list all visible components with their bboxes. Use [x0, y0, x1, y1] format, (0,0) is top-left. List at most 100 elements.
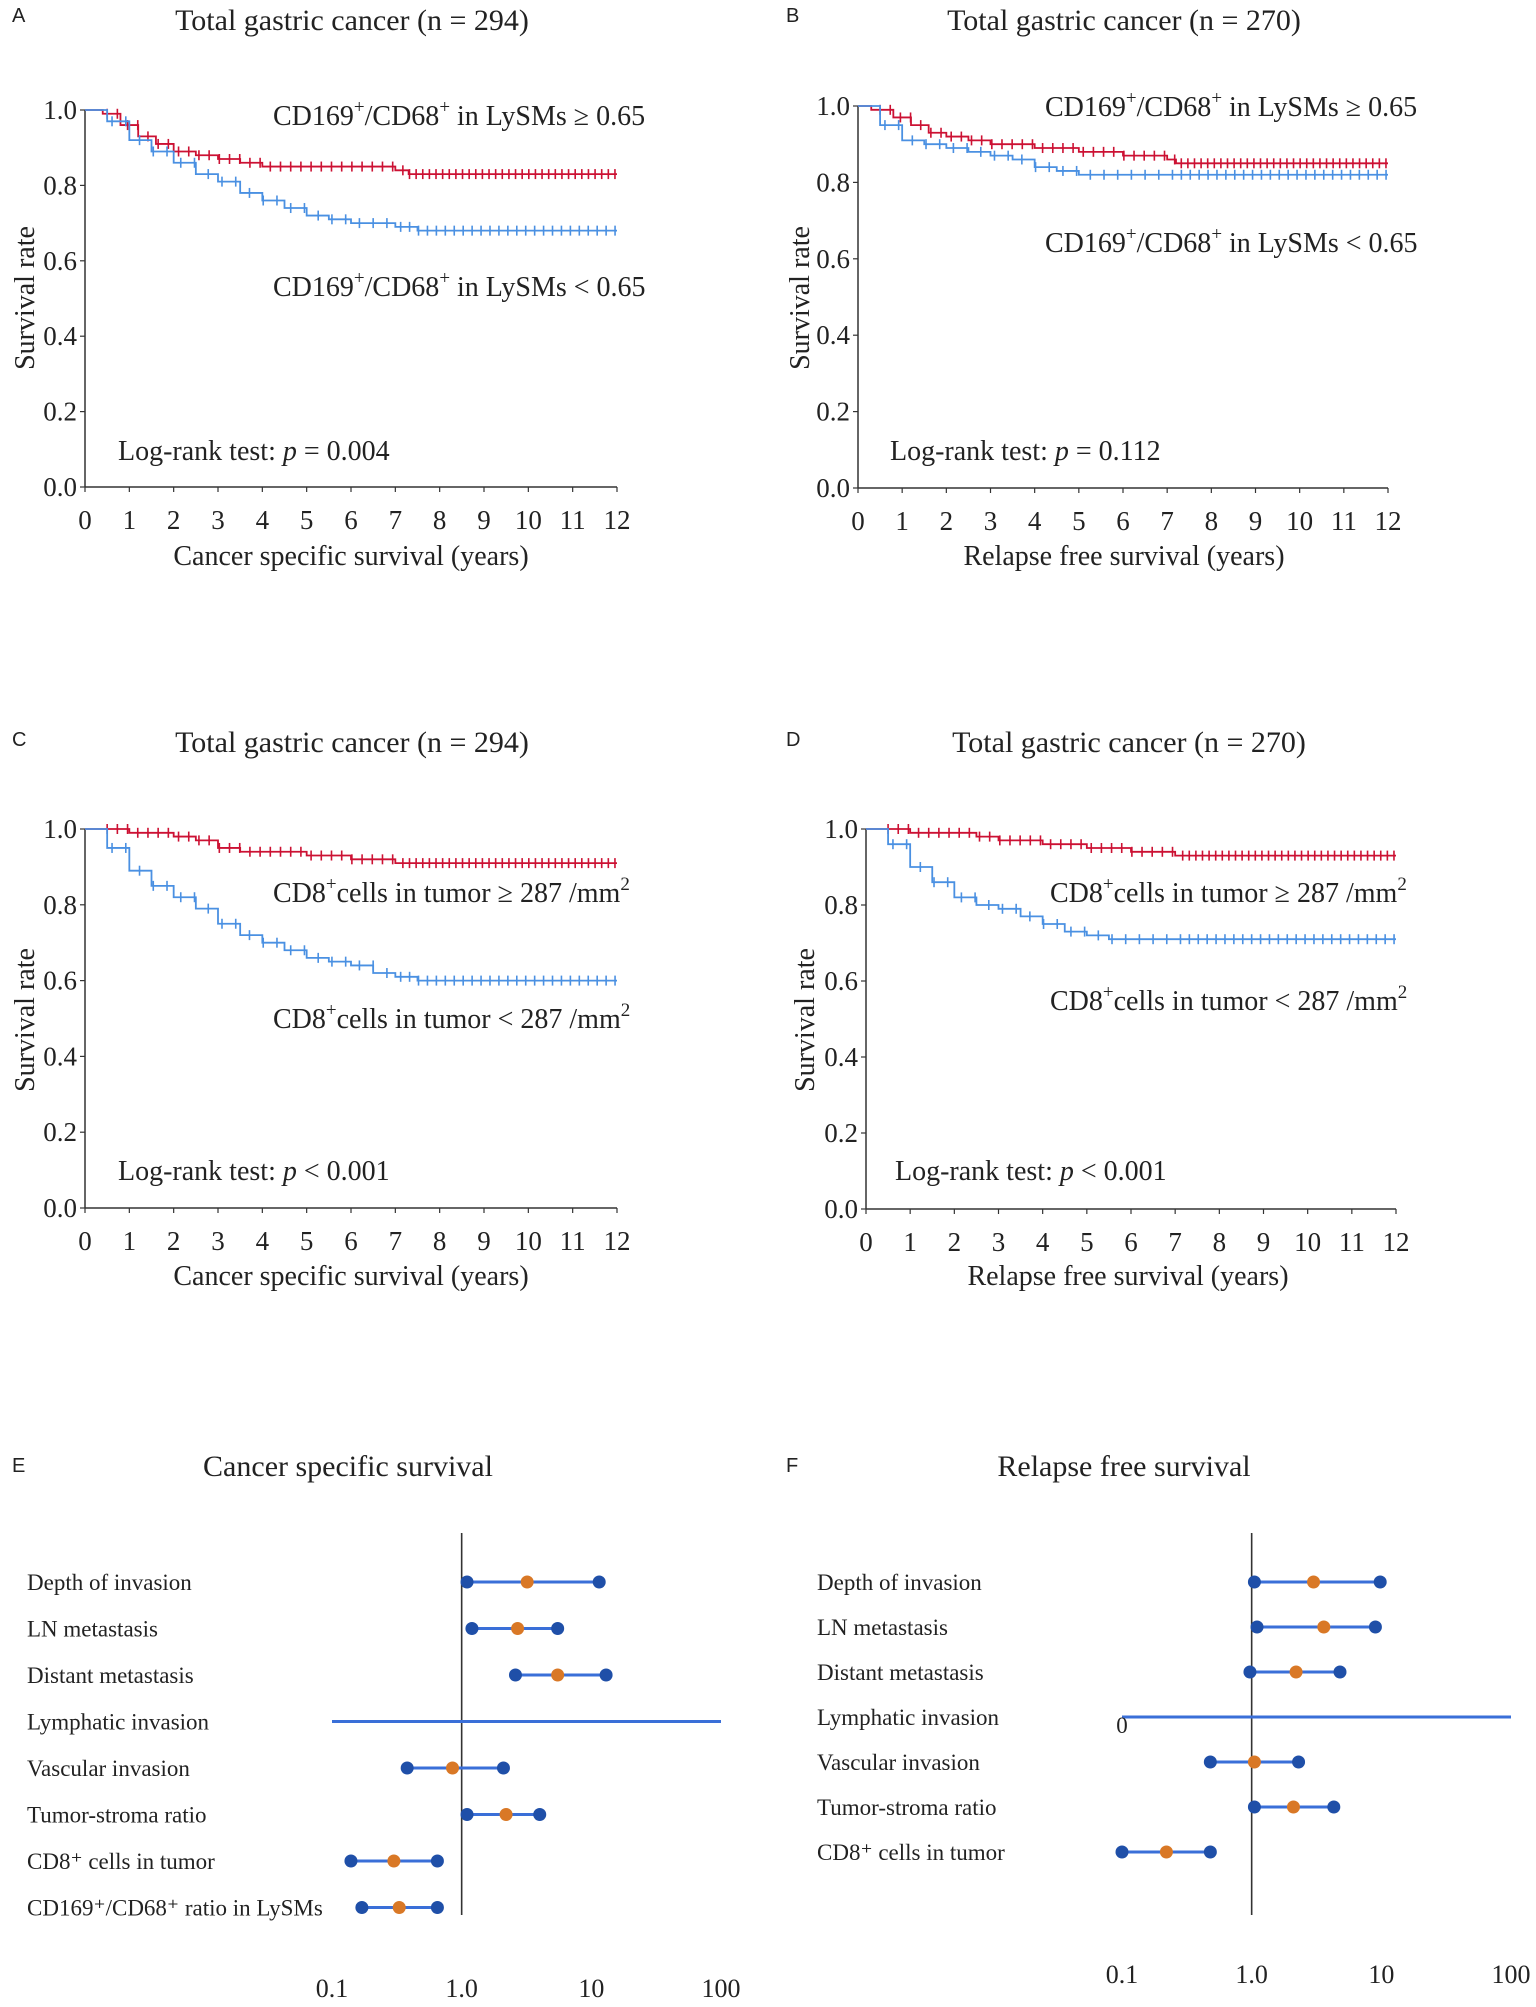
- x-tick-label: 1: [895, 506, 909, 536]
- x-tick-label: 7: [1160, 506, 1174, 536]
- y-tick-label: 1.0: [43, 95, 77, 125]
- y-tick-label: 0.0: [816, 473, 850, 503]
- x-tick-label: 4: [1028, 506, 1042, 536]
- y-tick-label: 0.8: [43, 170, 77, 200]
- ci-lower-marker: [355, 1901, 368, 1914]
- x-axis-label: Cancer specific survival (years): [173, 541, 528, 572]
- row-label: Tumor-stroma ratio: [817, 1795, 997, 1820]
- annotation-p: p: [1053, 436, 1069, 467]
- x-tick-label: 6: [344, 505, 358, 535]
- estimate-marker: [387, 1855, 400, 1868]
- logrank-annotation: Log-rank test: p < 0.001: [118, 1156, 390, 1187]
- label-sup: +: [354, 97, 365, 118]
- annotation-part: Log-rank test:: [118, 1156, 283, 1187]
- curve-label-low: CD169+/CD68+ in LySMs < 0.65: [1045, 224, 1418, 259]
- y-tick-label: 1.0: [43, 814, 77, 844]
- y-tick-label: 0.6: [43, 966, 77, 996]
- ci-upper-marker: [593, 1576, 606, 1589]
- label-sup: +: [1103, 874, 1114, 895]
- label-sup: 2: [620, 874, 630, 895]
- label-part: cells in tumor ≥ 287 /mm: [337, 878, 621, 909]
- chart-title: Cancer specific survival: [203, 1450, 493, 1483]
- x-tick-label: 12: [1375, 506, 1402, 536]
- annotation-part: < 0.001: [1074, 1156, 1167, 1187]
- x-tick-label: 9: [1249, 506, 1263, 536]
- y-tick-label: 0.2: [43, 397, 77, 427]
- annotation-part: Log-rank test:: [118, 436, 283, 467]
- x-axis-label: Cancer specific survival (years): [173, 1261, 528, 1292]
- x-tick-label: 6: [1124, 1227, 1138, 1257]
- ci-upper-marker: [1369, 1621, 1382, 1634]
- panel-letter: E: [12, 1455, 25, 1477]
- ci-upper-marker: [497, 1762, 510, 1775]
- label-sup: +: [1126, 88, 1137, 109]
- ci-upper-marker: [600, 1669, 613, 1682]
- ci-lower-marker: [1248, 1801, 1261, 1814]
- label-part: CD169: [273, 272, 354, 303]
- x-tick-label: 10: [1368, 1960, 1394, 1989]
- y-tick-label: 0.8: [43, 890, 77, 920]
- km-panel-D: D Total gastric cancer (n = 270)0.00.20.4…: [786, 726, 1410, 1292]
- x-tick-label: 0.1: [1106, 1960, 1139, 1989]
- label-part: cells in tumor ≥ 287 /mm: [1114, 878, 1398, 909]
- x-tick-label: 3: [992, 1227, 1006, 1257]
- annotation-part: = 0.004: [297, 436, 390, 467]
- row-label: Distant metastasis: [27, 1663, 194, 1688]
- x-tick-label: 6: [344, 1226, 358, 1256]
- x-tick-label: 2: [948, 1227, 962, 1257]
- x-tick-label: 5: [1072, 506, 1086, 536]
- ci-lower-marker: [1204, 1756, 1217, 1769]
- annotation-p: p: [281, 1156, 297, 1187]
- x-tick-label: 9: [1257, 1227, 1271, 1257]
- y-tick-label: 0.8: [824, 890, 858, 920]
- x-tick-label: 0.1: [316, 1974, 349, 2003]
- x-tick-label: 2: [167, 1226, 181, 1256]
- y-tick-label: 0.4: [43, 1041, 77, 1071]
- annotation-part: < 0.001: [297, 1156, 390, 1187]
- label-part: CD169: [1045, 228, 1126, 259]
- label-sup: +: [1211, 88, 1222, 109]
- x-tick-label: 2: [940, 506, 954, 536]
- panel-letter: A: [12, 5, 26, 27]
- y-tick-label: 0.2: [43, 1117, 77, 1147]
- y-axis-label: Survival rate: [10, 948, 41, 1092]
- row-label: CD8⁺ cells in tumor: [27, 1849, 215, 1874]
- logrank-annotation: Log-rank test: p = 0.112: [890, 436, 1161, 467]
- x-tick-label: 4: [256, 505, 270, 535]
- label-part: CD169: [1045, 92, 1126, 123]
- survival-curve-high: [85, 829, 617, 863]
- km-panel-B: B Total gastric cancer (n = 270)0.00.20.4…: [785, 4, 1418, 572]
- curve-label-high: CD169+/CD68+ in LySMs ≥ 0.65: [273, 97, 645, 132]
- annotation-part: Log-rank test:: [890, 436, 1055, 467]
- ci-lower-marker: [401, 1762, 414, 1775]
- x-tick-label: 10: [1286, 506, 1313, 536]
- estimate-marker: [1248, 1756, 1261, 1769]
- ci-upper-marker: [431, 1855, 444, 1868]
- ci-lower-marker: [1116, 1846, 1129, 1859]
- label-part: CD8: [1050, 986, 1103, 1017]
- estimate-marker: [446, 1762, 459, 1775]
- label-sup: +: [326, 874, 337, 895]
- ci-lower-marker: [1248, 1576, 1261, 1589]
- label-sup: +: [354, 268, 365, 289]
- x-tick-label: 7: [389, 1226, 403, 1256]
- estimate-marker: [1290, 1666, 1303, 1679]
- label-sup: +: [439, 97, 450, 118]
- y-tick-label: 0.8: [816, 167, 850, 197]
- row-label: Tumor-stroma ratio: [27, 1803, 207, 1828]
- ci-lower-marker: [461, 1576, 474, 1589]
- label-part: CD169: [273, 101, 354, 132]
- estimate-marker: [1317, 1621, 1330, 1634]
- ci-upper-marker: [1292, 1756, 1305, 1769]
- estimate-marker: [1307, 1576, 1320, 1589]
- x-tick-label: 9: [477, 1226, 491, 1256]
- estimate-marker: [500, 1808, 513, 1821]
- ci-upper-marker: [1374, 1576, 1387, 1589]
- x-tick-label: 0: [78, 1226, 92, 1256]
- label-sup: 2: [621, 1000, 631, 1021]
- estimate-marker: [511, 1622, 524, 1635]
- x-tick-label: 8: [433, 505, 447, 535]
- curve-label-high: CD8+cells in tumor ≥ 287 /mm2: [1050, 874, 1407, 909]
- forest-panel-E: E Cancer specific survival 0.1 1.0 10 100 Dept…: [12, 1450, 741, 2003]
- x-tick-label: 12: [604, 1226, 631, 1256]
